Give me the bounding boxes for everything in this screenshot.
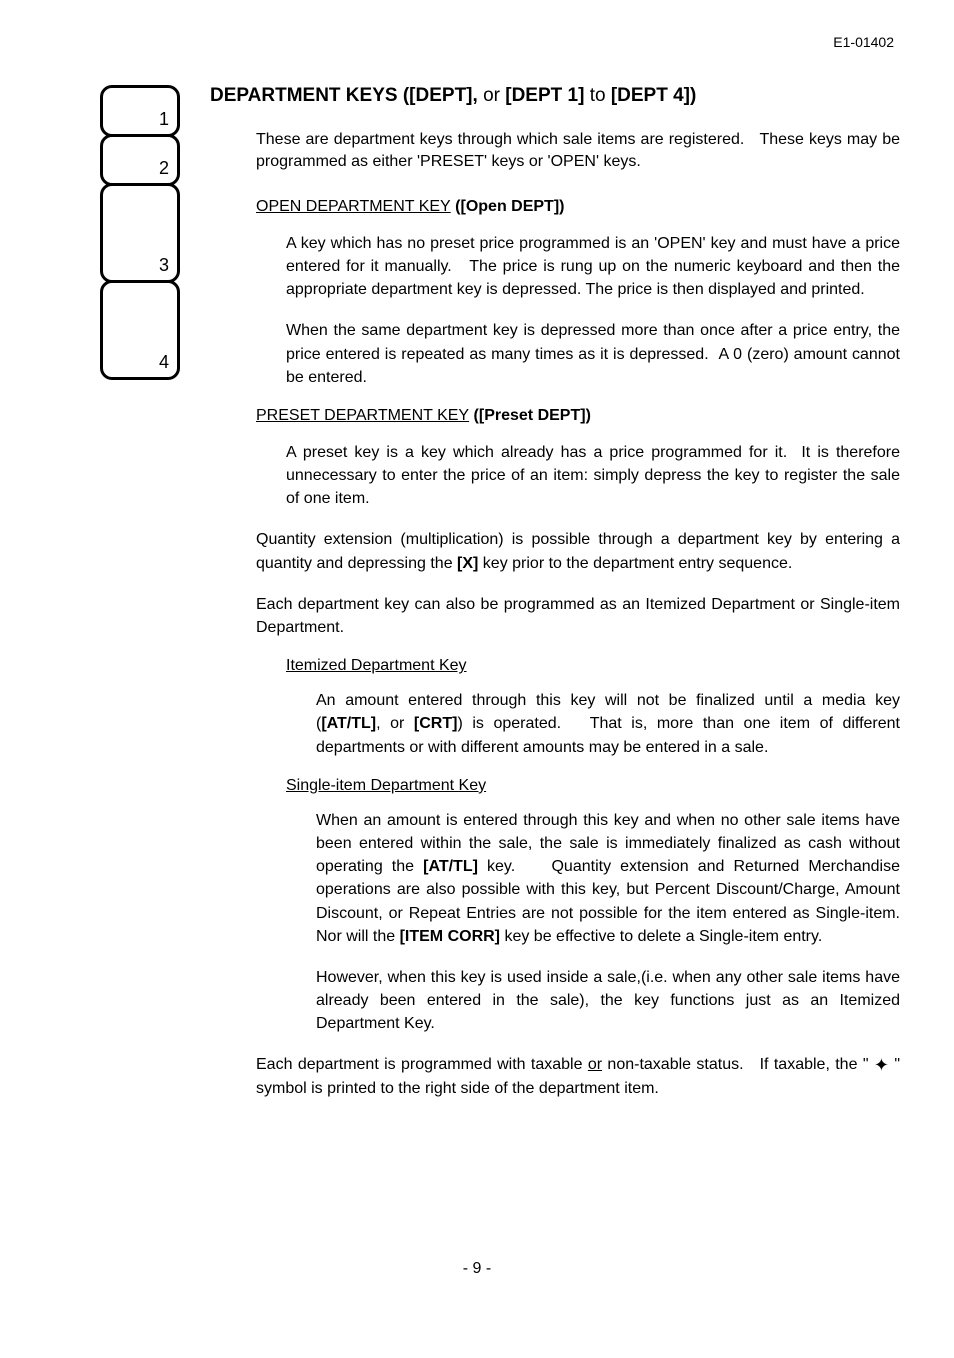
open-dept-heading: OPEN DEPARTMENT KEY ([Open DEPT]) — [256, 198, 900, 216]
qty-ext-paragraph: Quantity extension (multiplication) is p… — [256, 528, 900, 574]
keypad-diagram: 1 2 3 4 — [100, 85, 180, 377]
qty-post: key prior to the department entry sequen… — [478, 555, 792, 572]
preset-dept-heading-underline: PRESET DEPARTMENT KEY — [256, 407, 469, 424]
title-range: [DEPT 1] — [505, 85, 589, 106]
key-label-3: 3 — [159, 255, 169, 276]
key-4: 4 — [100, 280, 180, 380]
itemized-k1: [AT/TL] — [321, 715, 376, 732]
key-label-1: 1 — [159, 109, 169, 130]
preset-dept-heading: PRESET DEPARTMENT KEY ([Preset DEPT]) — [256, 407, 900, 425]
single-p1-k2: [ITEM CORR] — [400, 928, 500, 945]
tax-mid: non-taxable status. If taxable, the " — [602, 1056, 874, 1073]
intro-paragraph: These are department keys through which … — [256, 129, 900, 174]
single-heading: Single-item Department Key — [286, 777, 900, 795]
tax-paragraph: Each department is programmed with taxab… — [256, 1053, 900, 1099]
qty-key: [X] — [457, 555, 478, 572]
key-2: 2 — [100, 134, 180, 186]
title-or: or — [483, 85, 505, 106]
itemized-paragraph: An amount entered through this key will … — [316, 689, 900, 759]
preset-dept-heading-bold: ([Preset DEPT]) — [469, 407, 591, 424]
itemized-heading: Itemized Department Key — [286, 657, 900, 675]
single-p1-post: key be effective to delete a Single-item… — [500, 928, 822, 945]
prog-types-paragraph: Each department key can also be programm… — [256, 593, 900, 639]
open-dept-p2: When the same department key is depresse… — [286, 319, 900, 389]
preset-dept-p1: A preset key is a key which already has … — [286, 441, 900, 511]
title-main: DEPARTMENT KEYS — [210, 85, 398, 106]
single-p2: However, when this key is used inside a … — [316, 966, 900, 1036]
open-dept-p1: A key which has no preset price programm… — [286, 232, 900, 302]
tax-pre: Each department is programmed with taxab… — [256, 1056, 588, 1073]
single-p1-k1: [AT/TL] — [423, 858, 478, 875]
itemized-mid: , or — [376, 715, 414, 732]
key-label-4: 4 — [159, 352, 169, 373]
title-end: [DEPT 4]) — [611, 85, 697, 106]
key-3: 3 — [100, 183, 180, 283]
single-p1: When an amount is entered through this k… — [316, 809, 900, 948]
itemized-k2: [CRT] — [414, 715, 458, 732]
title-suffix: ([DEPT], — [398, 85, 484, 106]
page-title: DEPARTMENT KEYS ([DEPT], or [DEPT 1] to … — [210, 85, 900, 107]
open-dept-heading-underline: OPEN DEPARTMENT KEY — [256, 198, 451, 215]
tax-or: or — [588, 1056, 602, 1073]
key-label-2: 2 — [159, 158, 169, 179]
key-1: 1 — [100, 85, 180, 137]
page-number: - 9 - — [0, 1260, 954, 1278]
doc-id: E1-01402 — [833, 34, 894, 50]
content-column: DEPARTMENT KEYS ([DEPT], or [DEPT 1] to … — [210, 85, 900, 1100]
title-to: to — [590, 85, 611, 106]
open-dept-heading-bold: ([Open DEPT]) — [451, 198, 565, 215]
